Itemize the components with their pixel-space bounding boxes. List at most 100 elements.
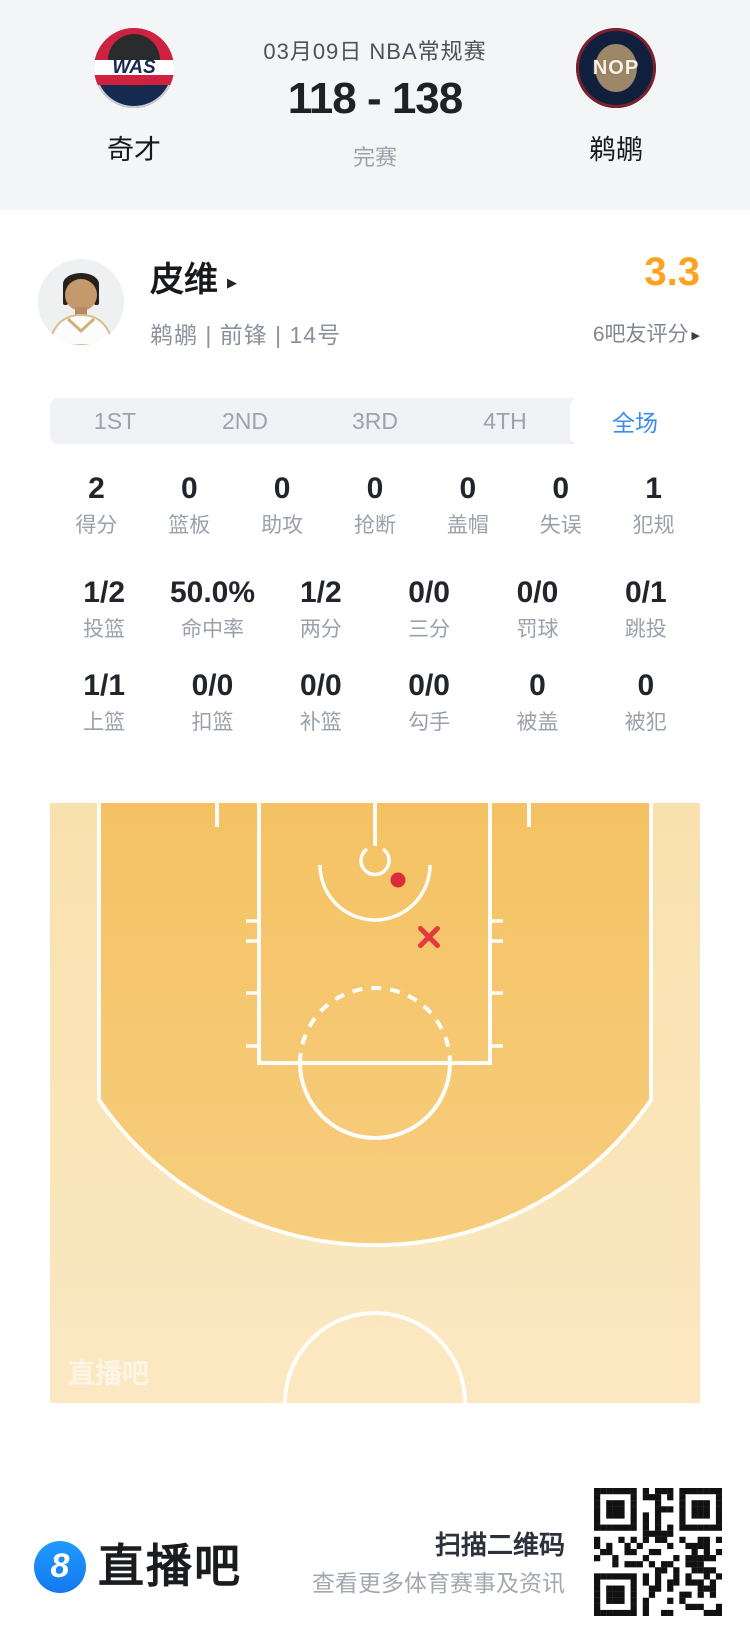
stat-value: 0/0 (299, 669, 342, 702)
tab-4th[interactable]: 4TH (483, 407, 527, 434)
team-away-logo-icon: NOP (576, 28, 656, 108)
team-away[interactable]: NOP 鹈鹕 (536, 28, 696, 165)
stat-label: 被犯 (624, 711, 667, 734)
player-name-text: 皮维 (150, 261, 218, 299)
quarter-tabbar: 1ST 2ND 3RD 4TH 全场 (50, 398, 700, 444)
three-point-line (97, 803, 653, 1248)
brand-name: 直播吧 (98, 1540, 242, 1592)
shot-chart-court: 直播吧 (50, 803, 700, 1403)
rating-caption[interactable]: 6吧友评分 ▶ (593, 318, 700, 348)
stat-cell-被盖: 0 被盖 (483, 669, 591, 735)
qr-title: 扫描二维码 (434, 1530, 565, 1560)
stat-label: 盖帽 (446, 514, 489, 537)
center-circle (283, 1311, 467, 1403)
stat-label: 助攻 (261, 514, 304, 537)
stat-label: 得分 (75, 514, 118, 537)
stat-label: 被盖 (516, 711, 559, 734)
qr-subtitle: 查看更多体育赛事及资讯 (312, 1570, 565, 1596)
tab-全场[interactable]: 全场 (570, 398, 700, 444)
stat-cell-投篮: 1/2 投篮 (50, 576, 158, 642)
team-home-name: 奇才 (107, 135, 161, 165)
stat-value: 0/0 (191, 669, 234, 702)
stat-label: 命中率 (180, 618, 244, 641)
team-away-abbr: NOP (592, 56, 640, 79)
rating-caption-text: 6吧友评分 (592, 323, 689, 346)
paint-lane (257, 803, 492, 1065)
player-meta: 鹈鹕 | 前锋 | 14号 (150, 322, 342, 348)
match-status: 完赛 (352, 145, 397, 170)
stat-cell-三分: 0/0 三分 (375, 576, 483, 642)
stat-value: 0 (366, 472, 384, 505)
stat-value: 0 (180, 472, 198, 505)
shot-marks (390, 872, 440, 948)
logo-stripe (94, 75, 174, 85)
rating-arrow-icon: ▶ (691, 330, 700, 342)
stat-cell-犯规: 1 犯规 (607, 472, 700, 538)
court-watermark: 直播吧 (68, 1359, 149, 1389)
stat-value: 0 (529, 669, 546, 702)
stat-label: 勾手 (408, 711, 451, 734)
rim-circle (359, 847, 391, 877)
player-rating: 3.3 (644, 250, 700, 294)
stat-cell-助攻: 0 助攻 (236, 472, 329, 538)
stat-cell-得分: 2 得分 (50, 472, 143, 538)
stat-value: 0/1 (624, 576, 667, 609)
stat-cell-补篮: 0/0 补篮 (267, 669, 375, 735)
stat-label: 三分 (408, 618, 451, 641)
player-avatar[interactable] (38, 259, 124, 345)
stat-cell-两分: 1/2 两分 (267, 576, 375, 642)
stat-label: 抢断 (354, 514, 396, 537)
player-name[interactable]: 皮维 ▶ (150, 260, 237, 307)
player-avatar-image (38, 259, 124, 345)
qr-code (594, 1488, 722, 1616)
stat-label: 补篮 (299, 711, 342, 734)
stat-cell-扣篮: 0/0 扣篮 (158, 669, 266, 735)
logo-band: WAS (94, 57, 174, 78)
stat-label: 篮板 (168, 514, 211, 537)
player-detail-arrow-icon: ▶ (227, 275, 237, 290)
stat-value: 0/0 (408, 669, 450, 702)
stat-cell-抢断: 0 抢断 (329, 472, 422, 538)
stat-value: 2 (88, 472, 105, 505)
tab-3rd[interactable]: 3RD (351, 407, 398, 434)
stats-row-detail: 1/1 上篮 0/0 扣篮 0/0 补篮 0/0 勾手 0 被盖 0 被犯 (50, 669, 700, 735)
team-home-logo-icon: WAS (94, 28, 174, 108)
stat-label: 上篮 (83, 711, 126, 734)
stat-cell-罚球: 0/0 罚球 (483, 576, 591, 642)
missed-shot-marker (418, 926, 440, 948)
stats-row-shooting: 1/2 投篮 50.0% 命中率 1/2 两分 0/0 三分 0/0 罚球 0/1 跳投 (50, 576, 700, 642)
stat-cell-勾手: 0/0 勾手 (375, 669, 483, 735)
stat-label: 跳投 (624, 618, 667, 641)
match-score: 118 - 138 (287, 74, 464, 123)
stat-cell-篮板: 0 篮板 (143, 472, 236, 538)
stat-value: 0 (459, 472, 477, 505)
stat-cell-命中率: 50.0% 命中率 (158, 576, 266, 642)
brand-logo-glyph: 8 (50, 1546, 70, 1585)
stat-value: 0 (273, 472, 291, 505)
brand-logo-icon: 8 (34, 1541, 86, 1593)
court-inner-area (99, 803, 651, 1246)
tab-2nd[interactable]: 2ND (221, 407, 268, 434)
stat-cell-盖帽: 0 盖帽 (421, 472, 514, 538)
stat-cell-被犯: 0 被犯 (592, 669, 700, 735)
stat-label: 罚球 (516, 618, 559, 641)
logo-center (595, 44, 637, 92)
lane-hash-marks (246, 919, 503, 1048)
stat-label: 犯规 (632, 514, 675, 537)
match-date: 03月09日 NBA常规赛 (263, 39, 487, 64)
restricted-area-arc (318, 864, 432, 922)
free-throw-circle-solid (298, 1062, 452, 1140)
stat-value: 1/2 (83, 576, 126, 609)
team-home[interactable]: WAS 奇才 (54, 28, 214, 165)
stat-cell-跳投: 0/1 跳投 (592, 576, 700, 642)
stat-label: 失误 (539, 514, 582, 537)
stat-cell-失误: 0 失误 (514, 472, 607, 538)
stat-value: 50.0% (169, 576, 256, 609)
stat-value: 0 (637, 669, 655, 702)
tab-1st[interactable]: 1ST (93, 407, 137, 434)
match-header: 03月09日 NBA常规赛 118 - 138 完赛 WAS 奇才 NOP 鹈鹕 (0, 0, 750, 210)
stat-value: 1/1 (83, 669, 126, 702)
stat-value: 0/0 (408, 576, 450, 609)
made-shot-marker (390, 872, 406, 888)
